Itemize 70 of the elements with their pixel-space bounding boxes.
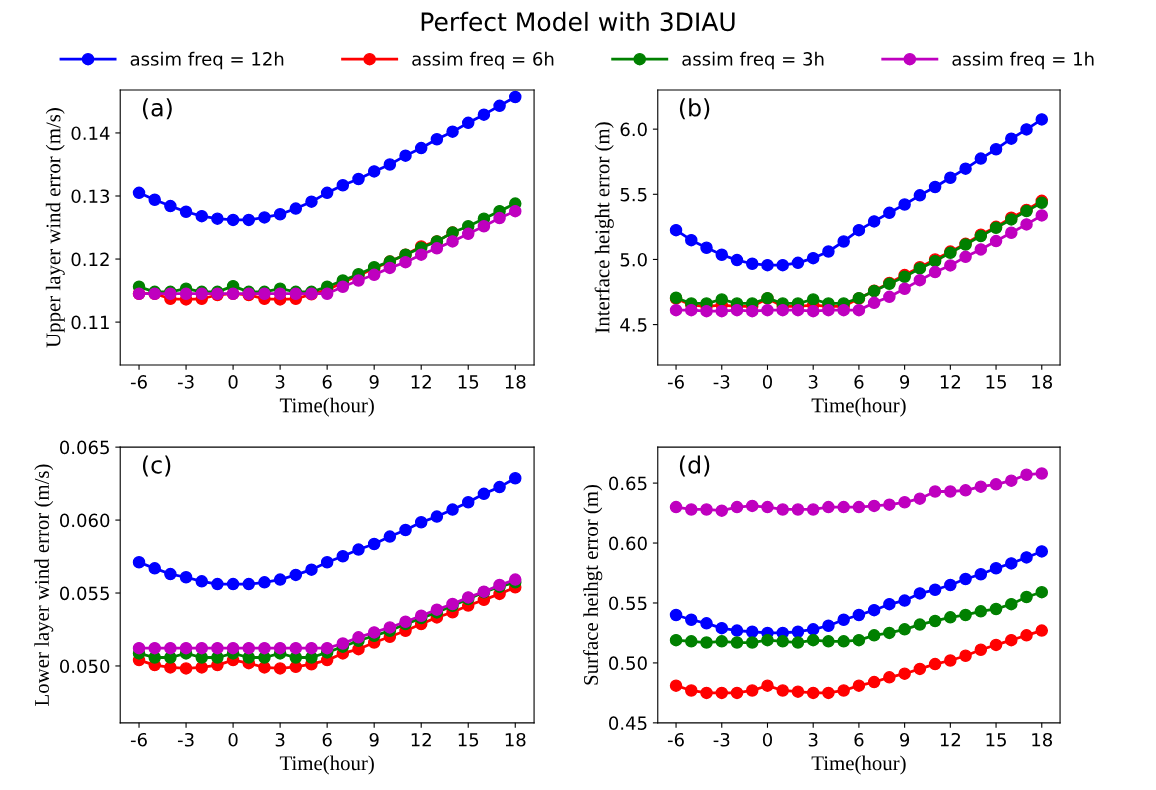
annotation: (d) bbox=[679, 455, 710, 477]
x-tick-label: 6 bbox=[322, 375, 332, 389]
annotation: (c) bbox=[142, 455, 171, 477]
x-tick-label: 18 bbox=[1032, 375, 1053, 389]
y-tick-label: 5.5 bbox=[620, 187, 647, 202]
x-tick-label: 3 bbox=[275, 732, 285, 747]
x-tick-label: -6 bbox=[130, 375, 147, 389]
y-tick-label: 0.12 bbox=[71, 252, 109, 267]
x-tick-label: -3 bbox=[713, 732, 730, 747]
x-tick-label: -3 bbox=[713, 375, 730, 389]
annotation: (b) bbox=[679, 98, 710, 120]
x-tick-label: 3 bbox=[808, 732, 818, 747]
x-tick-label: 0 bbox=[762, 732, 773, 747]
y-tick-label: 5.0 bbox=[620, 252, 647, 267]
x-tick-label: -3 bbox=[177, 375, 194, 389]
annotation: (a) bbox=[142, 98, 172, 120]
x-tick-label: 9 bbox=[369, 732, 379, 747]
x-tick-label: 12 bbox=[411, 375, 431, 389]
x-tick-label: 9 bbox=[900, 732, 910, 747]
x-tick-label: 9 bbox=[369, 375, 379, 389]
x-tick-label: 12 bbox=[411, 732, 431, 747]
y-tick-label: 0.065 bbox=[60, 440, 109, 455]
y-tick-label: 0.11 bbox=[71, 315, 109, 330]
x-axis-title: Time(hour) bbox=[811, 755, 906, 775]
x-tick-label: 15 bbox=[986, 375, 1006, 389]
x-axis-title: Time(hour) bbox=[279, 397, 374, 417]
x-tick-label: 6 bbox=[322, 732, 332, 747]
y-axis-title: Surface heihgt error (m) bbox=[583, 484, 603, 685]
x-tick-label: -3 bbox=[177, 732, 194, 747]
y-tick-label: 0.65 bbox=[609, 476, 647, 491]
x-tick-label: 9 bbox=[900, 375, 910, 389]
legend-label: assim freq = 6h bbox=[412, 51, 554, 70]
y-tick-label: 0.50 bbox=[609, 656, 647, 671]
x-tick-label: 3 bbox=[808, 375, 818, 389]
x-tick-label: 6 bbox=[854, 732, 864, 747]
y-tick-label: 0.050 bbox=[60, 659, 110, 674]
x-tick-label: 15 bbox=[986, 733, 1006, 747]
x-tick-label: 18 bbox=[505, 732, 526, 747]
y-tick-label: 0.13 bbox=[71, 189, 110, 204]
x-tick-label: 3 bbox=[275, 375, 285, 389]
legend-label: assim freq = 1h bbox=[952, 51, 1094, 70]
chart-title: Perfect Model with 3DIAU bbox=[421, 11, 735, 32]
y-tick-label: 0.60 bbox=[609, 536, 647, 551]
x-tick-label: 0 bbox=[228, 375, 238, 389]
x-tick-label: 18 bbox=[1032, 732, 1053, 747]
y-axis-title: Lower layer wind error (m/s) bbox=[34, 464, 54, 706]
x-axis-title: Time(hour) bbox=[811, 397, 906, 417]
x-tick-label: -6 bbox=[130, 732, 147, 747]
x-tick-label: 15 bbox=[458, 733, 479, 747]
x-tick-label: 0 bbox=[228, 732, 238, 747]
y-tick-label: 4.5 bbox=[620, 318, 647, 332]
y-axis-title: Interface height error (m) bbox=[594, 122, 614, 333]
legend-label: assim freq = 12h bbox=[130, 51, 284, 70]
x-tick-label: 6 bbox=[854, 375, 864, 389]
y-tick-label: 0.055 bbox=[60, 586, 109, 601]
x-tick-label: -6 bbox=[667, 732, 684, 747]
y-tick-label: 0.14 bbox=[71, 126, 110, 141]
x-tick-label: -6 bbox=[667, 375, 684, 389]
y-tick-label: 0.060 bbox=[60, 513, 110, 528]
x-tick-label: 12 bbox=[940, 375, 961, 389]
x-tick-label: 18 bbox=[505, 375, 526, 389]
x-tick-label: 0 bbox=[762, 375, 773, 389]
legend-label: assim freq = 3h bbox=[682, 51, 824, 70]
y-axis-title: Upper layer wind error (m/s) bbox=[45, 108, 65, 348]
x-tick-label: 12 bbox=[940, 732, 961, 747]
x-axis-title: Time(hour) bbox=[279, 755, 374, 775]
x-tick-label: 15 bbox=[458, 375, 479, 389]
y-tick-label: 0.55 bbox=[609, 596, 647, 611]
y-tick-label: 6.0 bbox=[620, 122, 647, 137]
y-tick-label: 0.45 bbox=[609, 716, 647, 730]
